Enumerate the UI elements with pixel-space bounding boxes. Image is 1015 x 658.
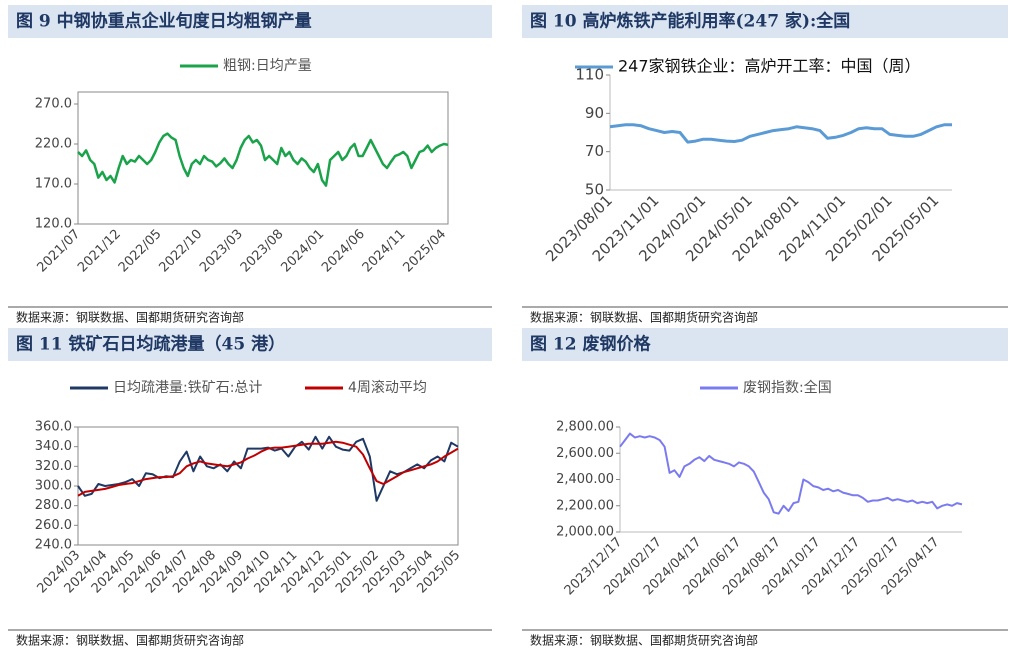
title-bar <box>522 5 1008 38</box>
chart-title: 图 10 高炉炼铁产能利用率(247 家):全国 <box>530 11 850 32</box>
y-tick-label: 2,400.00 <box>556 472 614 487</box>
legend-label: 日均疏港量:铁矿石:总计 <box>113 380 262 396</box>
chart-title: 图 9 中钢协重点企业旬度日均粗钢产量 <box>16 11 312 32</box>
source-note: 数据来源：钢联数据、国都期货研究咨询部 <box>16 633 244 648</box>
y-tick-label: 110 <box>575 66 604 84</box>
series-line <box>619 432 963 515</box>
y-tick-label: 2,600.00 <box>556 446 614 461</box>
series-line <box>77 440 459 497</box>
x-tick-label: 2022/10 <box>156 227 205 276</box>
x-tick-label: 2024/11 <box>360 227 409 276</box>
y-tick-label: 280.0 <box>35 498 72 513</box>
title-bar <box>8 328 492 361</box>
legend-label: 247家钢铁企业：高炉开工率：中国（周） <box>618 57 921 76</box>
x-tick-label: 2024/01 <box>278 227 327 276</box>
x-tick-label: 2025/04 <box>400 227 449 276</box>
legend-label: 废钢指数:全国 <box>743 379 832 396</box>
chart-title: 图 12 废钢价格 <box>530 334 651 355</box>
series-line <box>77 435 459 502</box>
y-tick-label: 170.0 <box>35 177 72 192</box>
title-bar <box>522 328 1008 361</box>
series-line <box>609 123 952 144</box>
series-line <box>77 132 449 187</box>
plot-frame <box>77 91 449 225</box>
y-tick-label: 70 <box>585 142 604 160</box>
title-bar <box>8 5 492 38</box>
x-tick-label: 2023/03 <box>197 227 246 276</box>
y-tick-label: 2,000.00 <box>556 525 614 540</box>
source-note: 数据来源：钢联数据、国都期货研究咨询部 <box>16 310 244 325</box>
y-tick-label: 240.0 <box>35 538 72 553</box>
y-tick-label: 300.0 <box>35 479 72 494</box>
y-tick-label: 2,200.00 <box>556 498 614 513</box>
y-tick-label: 220.0 <box>35 137 72 152</box>
source-note: 数据来源：钢联数据、国都期货研究咨询部 <box>530 310 758 325</box>
plot-frame <box>77 426 459 546</box>
y-tick-label: 90 <box>585 104 604 122</box>
y-tick-label: 360.0 <box>35 420 72 435</box>
x-tick-label: 2021/12 <box>75 227 124 276</box>
y-tick-label: 270.0 <box>35 97 72 112</box>
x-tick-label: 2023/08 <box>238 227 287 276</box>
y-tick-label: 120.0 <box>35 217 72 232</box>
y-tick-label: 260.0 <box>35 518 72 533</box>
legend-label: 粗钢:日均产量 <box>223 58 312 74</box>
x-tick-label: 2021/07 <box>35 227 84 276</box>
y-tick-label: 50 <box>585 181 604 199</box>
chart-title: 图 11 铁矿石日均疏港量（45 港） <box>16 334 285 355</box>
x-tick-label: 2024/06 <box>319 227 368 276</box>
x-tick-label: 2022/05 <box>116 227 165 276</box>
legend-label: 4周滚动平均 <box>348 379 427 396</box>
y-tick-label: 2,800.00 <box>556 420 614 435</box>
y-tick-label: 320.0 <box>35 459 72 474</box>
y-tick-label: 340.0 <box>35 439 72 454</box>
source-note: 数据来源：钢联数据、国都期货研究咨询部 <box>530 633 758 648</box>
